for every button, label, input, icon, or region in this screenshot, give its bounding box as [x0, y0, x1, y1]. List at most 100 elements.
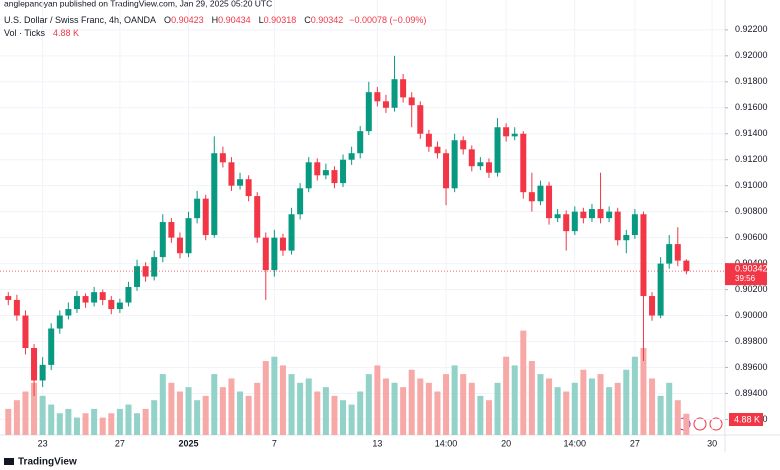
- candle-body: [176, 237, 183, 254]
- candle-body: [460, 140, 467, 150]
- volume-bar: [503, 356, 510, 435]
- volume-bar: [554, 387, 561, 435]
- candle-body: [151, 257, 158, 277]
- volume-bar: [39, 395, 46, 435]
- candle-body: [400, 79, 407, 98]
- candle-body: [99, 292, 106, 300]
- volume-bar: [82, 413, 89, 435]
- volume-tag-label: 4.88 K: [734, 414, 760, 424]
- volume-bar: [391, 382, 398, 435]
- volume-bar: [73, 417, 80, 435]
- price-tag-label: 0.90342: [735, 264, 768, 274]
- candle-body: [434, 146, 441, 154]
- candle-body: [297, 188, 304, 215]
- volume-bar: [485, 400, 492, 435]
- candle-body: [237, 179, 244, 186]
- volume-bar: [443, 374, 450, 435]
- candle-body: [348, 153, 355, 160]
- volume-bar: [237, 391, 244, 435]
- volume-bar: [597, 374, 604, 435]
- candle-body: [125, 286, 132, 303]
- volume-bar: [614, 382, 621, 435]
- ohlc-value: 0.90342: [311, 15, 344, 25]
- event-icon[interactable]: [693, 417, 707, 431]
- volume-bar: [631, 356, 638, 435]
- candle-body: [82, 296, 89, 303]
- candle-body: [22, 315, 29, 348]
- volume-bar: [176, 391, 183, 435]
- volume-bar: [262, 361, 269, 435]
- candle-body: [331, 170, 338, 184]
- y-tick-label: 0.91200: [735, 154, 768, 164]
- volume-bar: [546, 378, 553, 435]
- candle-body: [408, 97, 415, 106]
- volume-bar: [288, 374, 295, 435]
- candle-body: [468, 149, 475, 167]
- volume-bar: [245, 395, 252, 435]
- volume-bar: [254, 382, 261, 435]
- countdown: 39:56: [735, 274, 756, 283]
- volume-bar: [159, 374, 166, 435]
- brand: TradingView: [18, 457, 77, 468]
- candle-body: [674, 244, 681, 261]
- y-tick-label: 0.90000: [735, 310, 768, 320]
- x-tick-label: 2025: [179, 438, 199, 448]
- candle-body: [597, 209, 604, 219]
- volume-bar: [477, 395, 484, 435]
- candle-body: [537, 185, 544, 202]
- candle-body: [314, 162, 321, 176]
- candle-body: [425, 133, 432, 147]
- y-tick-label: 0.90200: [735, 284, 768, 294]
- volume-bar: [511, 365, 518, 435]
- volume-bar: [374, 365, 381, 435]
- candle-body: [528, 192, 535, 202]
- candle-body: [511, 133, 518, 137]
- candle-body: [65, 309, 72, 316]
- candle-body: [116, 302, 123, 310]
- y-tick-label: 0.91000: [735, 180, 768, 190]
- volume-bar: [168, 382, 175, 435]
- y-tick-label: 0.91400: [735, 128, 768, 138]
- y-tick-label: 0.90400: [735, 258, 768, 268]
- candle-body: [451, 140, 458, 189]
- candle-body: [340, 159, 347, 184]
- volume-value: 4.88 K: [53, 28, 79, 38]
- candle-body: [614, 211, 621, 241]
- candle-body: [73, 296, 80, 310]
- y-tick-label: 0.92200: [735, 24, 768, 34]
- candle-body: [48, 328, 55, 365]
- candle-body: [666, 244, 673, 264]
- y-tick-label: 0.90600: [735, 232, 768, 242]
- volume-bar: [125, 404, 132, 435]
- y-tick-label: 0.91600: [735, 102, 768, 112]
- volume-bar: [99, 417, 106, 435]
- candle-body: [202, 198, 209, 236]
- event-icon[interactable]: [709, 417, 723, 431]
- candle-body: [606, 211, 613, 219]
- candle-body: [305, 162, 312, 189]
- candle-body: [271, 237, 278, 271]
- candle-body: [211, 153, 218, 236]
- volume-bar: [494, 382, 501, 435]
- candle-body: [228, 162, 235, 186]
- ohlc-label: O: [164, 15, 171, 25]
- y-tick-label: 0.91800: [735, 76, 768, 86]
- legend-title: U.S. Dollar / Swiss Franc, 4h, OANDA O0.9…: [4, 15, 426, 25]
- candle-body: [503, 127, 510, 137]
- candle-body: [374, 92, 381, 102]
- x-tick-label: 14:00: [564, 438, 587, 448]
- candle-body: [185, 218, 192, 254]
- candle-body: [640, 214, 647, 297]
- candle-body: [91, 292, 98, 303]
- x-tick-label: 14:00: [435, 438, 458, 448]
- candle-body: [13, 299, 20, 316]
- volume-bar: [382, 378, 389, 435]
- candle-body: [417, 105, 424, 134]
- plot: [0, 0, 725, 435]
- volume-bar: [580, 369, 587, 435]
- volume-bar: [657, 395, 664, 435]
- candle-body: [494, 127, 501, 173]
- candle-body: [485, 162, 492, 173]
- volume-bar: [606, 387, 613, 435]
- ohlc-label: C: [304, 15, 311, 25]
